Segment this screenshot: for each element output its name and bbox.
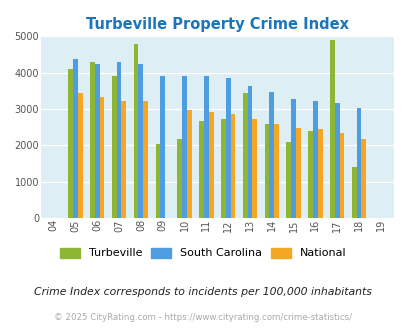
Bar — [269, 92, 273, 218]
Bar — [351, 167, 356, 218]
Bar — [143, 101, 148, 218]
Bar — [155, 145, 160, 218]
Bar — [286, 142, 290, 218]
Bar — [203, 76, 208, 218]
Bar — [264, 124, 269, 218]
Bar — [225, 79, 230, 218]
Bar — [208, 112, 213, 218]
Bar — [360, 139, 365, 218]
Bar — [121, 101, 126, 218]
Bar — [160, 76, 165, 218]
Bar — [177, 139, 182, 218]
Bar — [73, 59, 78, 218]
Bar — [220, 119, 225, 218]
Bar — [116, 62, 121, 218]
Bar — [112, 76, 116, 218]
Bar — [100, 97, 104, 218]
Bar — [186, 110, 191, 218]
Bar — [230, 114, 235, 218]
Bar — [295, 128, 300, 218]
Bar — [252, 119, 256, 218]
Bar — [339, 133, 343, 218]
Bar — [242, 92, 247, 218]
Text: Crime Index corresponds to incidents per 100,000 inhabitants: Crime Index corresponds to incidents per… — [34, 287, 371, 297]
Bar — [273, 124, 278, 218]
Bar — [95, 64, 100, 218]
Bar — [290, 99, 295, 218]
Bar — [90, 62, 95, 218]
Bar — [312, 101, 317, 218]
Text: © 2025 CityRating.com - https://www.cityrating.com/crime-statistics/: © 2025 CityRating.com - https://www.city… — [54, 313, 351, 322]
Bar — [356, 108, 360, 218]
Bar — [133, 44, 138, 218]
Bar — [138, 64, 143, 218]
Bar — [182, 76, 186, 218]
Bar — [247, 86, 252, 218]
Legend: Turbeville, South Carolina, National: Turbeville, South Carolina, National — [60, 248, 345, 258]
Bar — [334, 103, 339, 218]
Bar — [317, 129, 322, 218]
Bar — [68, 69, 73, 218]
Bar — [307, 131, 312, 218]
Bar — [198, 120, 203, 218]
Bar — [78, 93, 83, 218]
Bar — [329, 40, 334, 218]
Title: Turbeville Property Crime Index: Turbeville Property Crime Index — [85, 17, 348, 32]
